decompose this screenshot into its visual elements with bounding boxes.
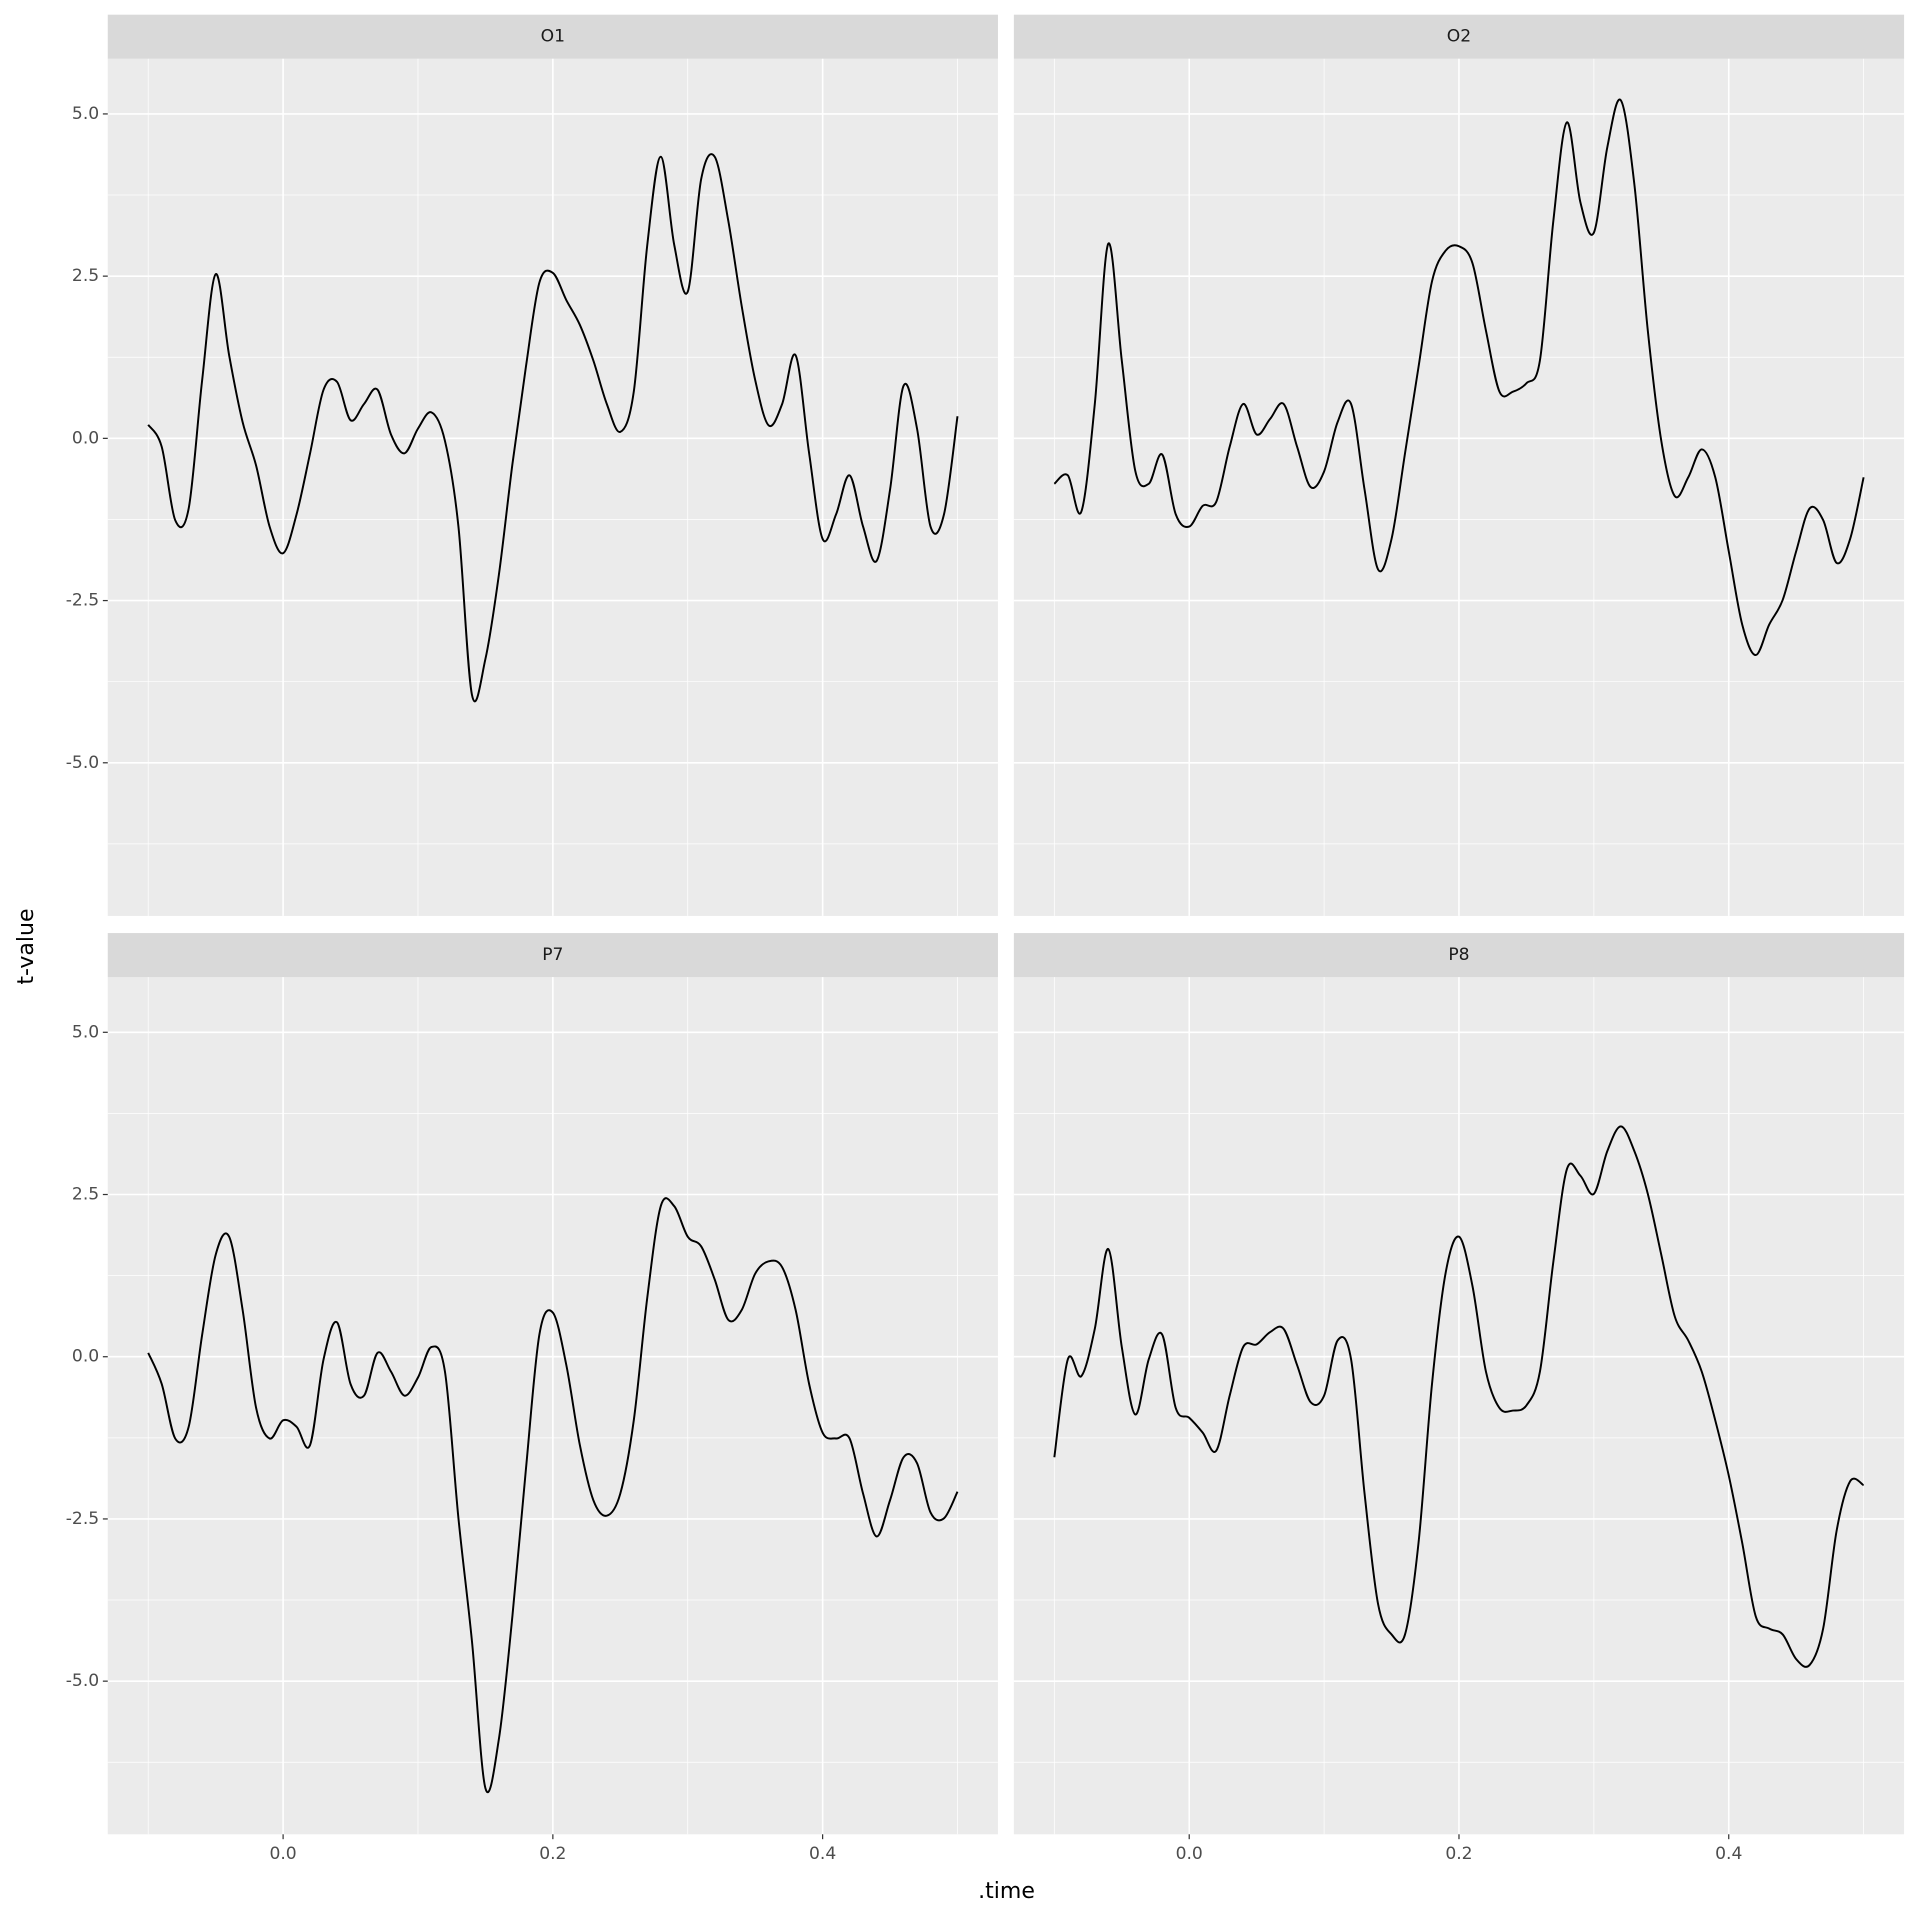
strip-label: P7	[542, 945, 563, 965]
strip-background	[1013, 933, 1905, 978]
strip-background	[107, 14, 998, 59]
x-tick-label: 0.0	[269, 1844, 296, 1864]
x-axis-title: .time	[978, 1879, 1035, 1904]
y-axis-title: t-value	[14, 908, 39, 984]
y-tick-label: -5.0	[66, 1671, 99, 1691]
y-tick-label: -5.0	[66, 753, 99, 773]
data-line	[147, 153, 959, 703]
x-tick-label: 0.4	[1715, 1844, 1742, 1864]
panel: O1 -5.0 -2.5 0.0 2.5 5.0	[66, 14, 998, 916]
panel: P7 -5.0 -2.5 0.0 2.5 5.0 0.0 0.2 0.4	[66, 933, 998, 1864]
x-tick-label: 0.2	[1445, 1844, 1472, 1864]
y-tick-label: 0.0	[72, 428, 99, 448]
y-tick-label: -2.5	[66, 1509, 99, 1529]
y-tick-label: 2.5	[72, 1185, 99, 1205]
strip-label: O1	[541, 27, 565, 47]
data-line	[1053, 98, 1865, 657]
x-tick-label: 0.0	[1176, 1844, 1203, 1864]
y-tick-label: -2.5	[66, 591, 99, 611]
x-tick-label: 0.4	[809, 1844, 836, 1864]
strip-background	[107, 933, 998, 978]
panel: O2	[1013, 14, 1905, 916]
data-line	[1053, 1125, 1865, 1668]
panel: P8 0.0 0.2 0.4	[1013, 933, 1905, 1864]
strip-label: O2	[1447, 27, 1471, 47]
x-tick-label: 0.2	[539, 1844, 566, 1864]
strip-label: P8	[1448, 945, 1469, 965]
y-tick-label: 5.0	[72, 104, 99, 124]
strip-background	[1013, 14, 1905, 59]
y-tick-label: 5.0	[72, 1022, 99, 1042]
y-tick-label: 2.5	[72, 266, 99, 286]
y-tick-label: 0.0	[72, 1347, 99, 1367]
data-line	[147, 1197, 959, 1794]
